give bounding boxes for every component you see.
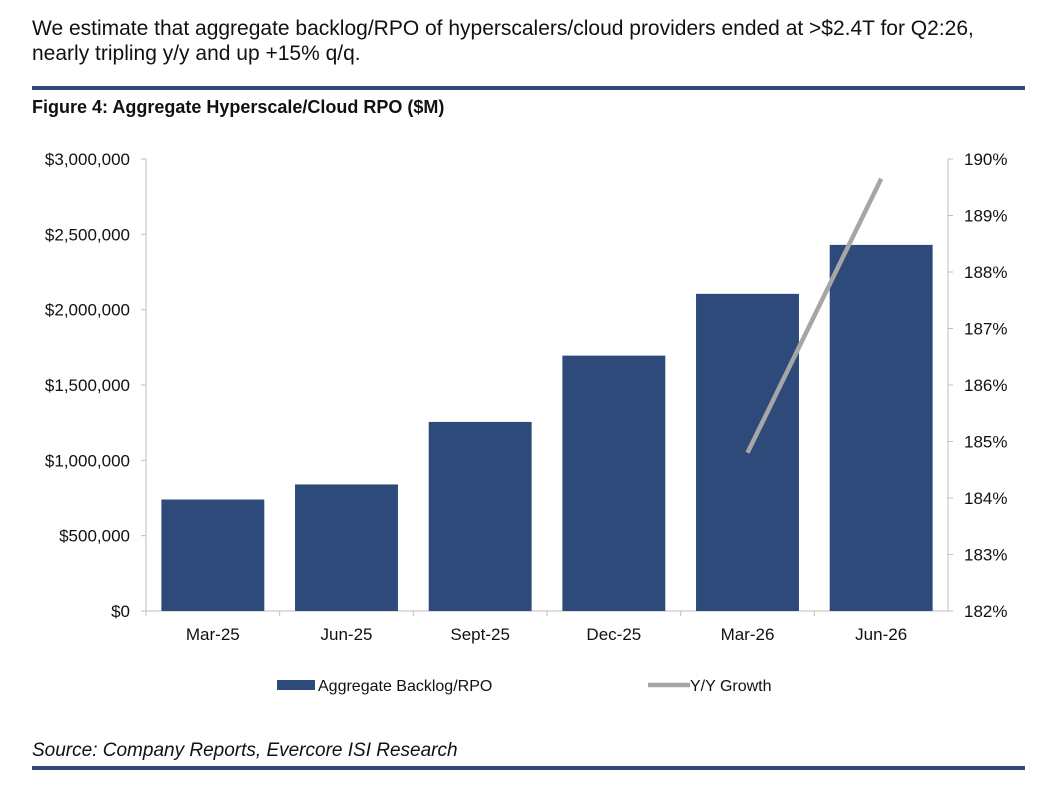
right-tick-label: 185% <box>964 433 1007 452</box>
right-tick-label: 187% <box>964 320 1007 339</box>
source-note: Source: Company Reports, Evercore ISI Re… <box>32 740 458 761</box>
top-rule <box>32 86 1025 90</box>
headline-text: We estimate that aggregate backlog/RPO o… <box>32 17 974 65</box>
left-tick-label: $2,000,000 <box>45 301 130 320</box>
x-tick-label: Dec-25 <box>586 625 641 644</box>
figure-title: Figure 4: Aggregate Hyperscale/Cloud RPO… <box>32 97 445 117</box>
left-tick-label: $2,500,000 <box>45 225 130 244</box>
right-tick-label: 188% <box>964 263 1007 282</box>
left-tick-label: $0 <box>111 602 130 621</box>
right-tick-label: 183% <box>964 546 1007 565</box>
x-tick-label: Jun-25 <box>321 625 373 644</box>
bar-jun-26 <box>829 244 933 611</box>
bar-mar-25 <box>161 499 265 611</box>
bar-dec-25 <box>562 355 666 611</box>
x-tick-label: Jun-26 <box>855 625 907 644</box>
x-tick-label: Sept-25 <box>450 625 510 644</box>
legend-label-line: Y/Y Growth <box>690 678 772 695</box>
left-tick-label: $500,000 <box>59 527 130 546</box>
right-tick-label: 186% <box>964 376 1007 395</box>
legend-swatch-bar <box>277 680 315 690</box>
right-tick-label: 184% <box>964 489 1007 508</box>
right-tick-label: 189% <box>964 207 1007 226</box>
yy-growth-line <box>745 177 884 454</box>
bar-jun-25 <box>295 484 398 611</box>
x-tick-label: Mar-26 <box>721 625 775 644</box>
left-tick-label: $3,000,000 <box>45 150 130 169</box>
right-tick-label: 182% <box>964 602 1007 621</box>
left-tick-label: $1,500,000 <box>45 376 130 395</box>
right-tick-label: 190% <box>964 150 1007 169</box>
legend-label-bar: Aggregate Backlog/RPO <box>318 678 492 695</box>
bar-sept-25 <box>428 421 532 611</box>
left-tick-label: $1,000,000 <box>45 451 130 470</box>
rpo-chart: $0 $500,000 $1,000,000 $1,500,000 $2,000,000… <box>45 150 1008 695</box>
x-tick-label: Mar-25 <box>186 625 240 644</box>
bottom-rule <box>32 766 1025 770</box>
